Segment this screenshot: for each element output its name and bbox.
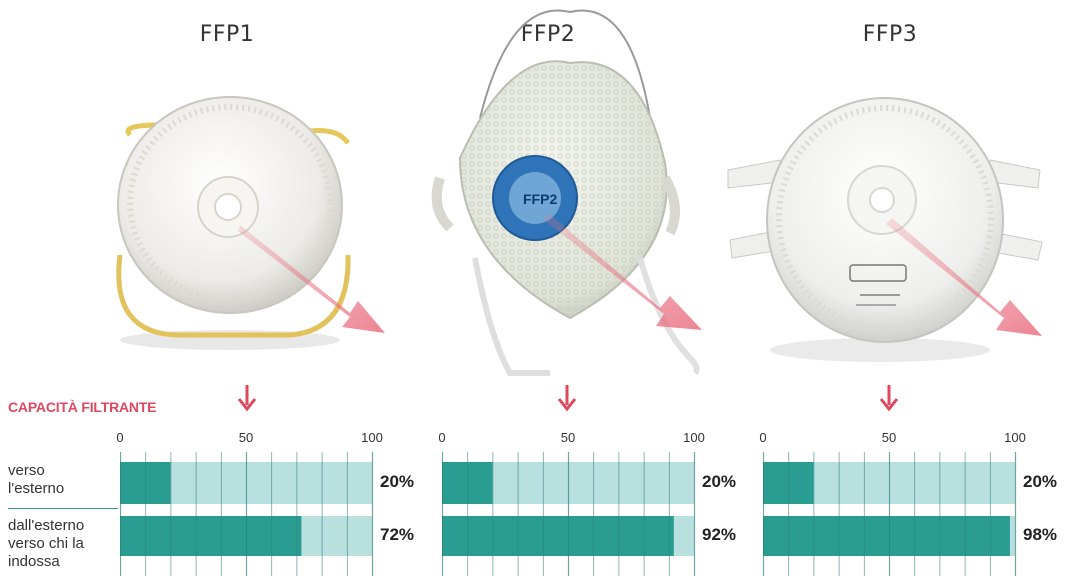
tick-label: 50 (238, 430, 254, 445)
bar-ffp2-0 (442, 462, 493, 504)
mask-title-ffp1: FFP1 (199, 22, 255, 47)
tick-label: 0 (759, 430, 767, 445)
row-label-outward-line1: verso (8, 462, 45, 479)
tick-label: 0 (438, 430, 446, 445)
bar-ffp1-0 (120, 462, 171, 504)
percent-label: 92% (702, 525, 737, 544)
down-arrow-icon (879, 385, 899, 412)
section-label: CAPACITÀ FILTRANTE (8, 399, 157, 415)
row-label-inward-line3: indossa (8, 553, 60, 570)
bar-chart-ffp3 (763, 452, 1017, 576)
percent-label: 20% (380, 472, 415, 491)
row-label-outward-line2: l'esterno (8, 480, 65, 497)
mask-title-ffp2: FFP2 (520, 22, 576, 47)
row-divider (8, 508, 118, 509)
ffp3-mask-image (727, 97, 1043, 362)
bar-ffp1-1 (120, 516, 302, 556)
down-arrow-icon (237, 385, 257, 412)
mask-title-ffp3: FFP3 (862, 22, 918, 47)
tick-label: 50 (881, 430, 897, 445)
bar-ffp2-1 (442, 516, 674, 556)
row-label-inward-line2: verso chi la (8, 535, 84, 552)
tick-label: 100 (1004, 430, 1026, 445)
ffp2-mask-image: FFP2 (431, 9, 702, 376)
row-label-inward: dall'esterno verso chi la indossa (8, 517, 118, 571)
ffp2-valve-print: FFP2 (523, 191, 557, 207)
bar-ffp3-0 (763, 462, 814, 504)
down-arrow-icon (557, 385, 577, 412)
tick-label: 0 (116, 430, 124, 445)
bar-ffp3-1 (763, 516, 1010, 556)
row-label-inward-line1: dall'esterno (8, 517, 85, 534)
tick-label: 100 (683, 430, 705, 445)
percent-label: 98% (1023, 525, 1058, 544)
tick-label: 50 (560, 430, 576, 445)
ffp1-mask-image (116, 96, 385, 350)
tick-label: 100 (361, 430, 383, 445)
row-label-outward: verso l'esterno (8, 462, 118, 498)
bar-chart-ffp2 (442, 452, 696, 576)
percent-label: 20% (1023, 472, 1058, 491)
percent-label: 72% (380, 525, 415, 544)
percent-label: 20% (702, 472, 737, 491)
bar-chart-ffp1 (120, 452, 374, 576)
